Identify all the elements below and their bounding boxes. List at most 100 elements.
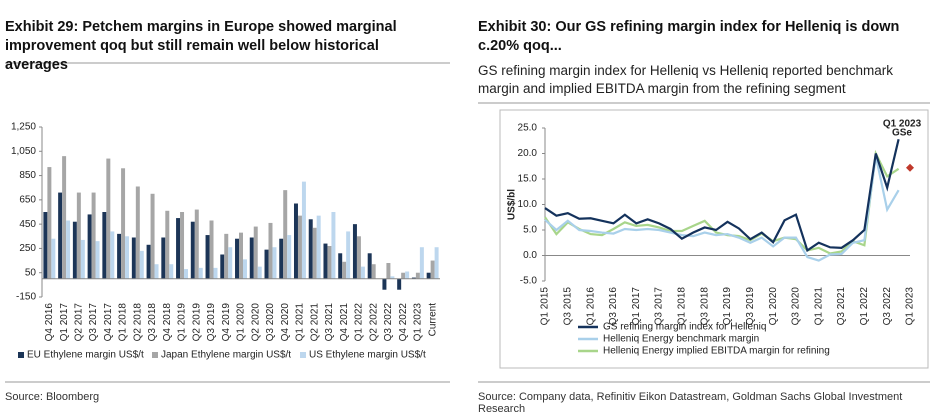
x-tick-label: Q3 2016 <box>608 287 619 326</box>
line <box>544 155 900 262</box>
line <box>544 149 900 255</box>
x-tick-label: Q3 2018 <box>699 287 710 326</box>
bar <box>198 267 203 279</box>
bar <box>131 237 136 279</box>
bar <box>213 267 218 279</box>
x-tick-label: Q1 2018 <box>118 303 129 342</box>
x-tick-label: Q1 2018 <box>677 287 688 326</box>
x-tick-label: Q4 2018 <box>162 303 173 342</box>
bar <box>47 167 52 279</box>
x-tick-label: Q1 2017 <box>631 287 642 326</box>
bar <box>386 263 391 279</box>
bar <box>239 232 243 279</box>
bar <box>405 271 410 279</box>
bar <box>283 190 288 279</box>
x-tick-label: Q1 2023 <box>905 287 916 326</box>
chart-subtitle: GS refining margin index for Helleniq vs… <box>478 63 893 96</box>
bar <box>205 235 210 279</box>
source: Source: Bloomberg <box>5 391 100 403</box>
bar <box>264 249 269 279</box>
bar <box>346 231 351 279</box>
bar <box>415 272 420 279</box>
bar <box>434 247 439 279</box>
y-axis-label: US$/bl <box>507 189 518 220</box>
y-tick-label: 1,250 <box>11 122 36 133</box>
y-tick-label: 0.0 <box>523 250 537 261</box>
line <box>544 138 900 253</box>
bar <box>87 214 92 279</box>
x-tick-label: Q1 2023 <box>413 303 424 342</box>
bar <box>382 278 387 290</box>
y-tick-label: 10.0 <box>518 199 538 210</box>
bar <box>308 219 313 279</box>
bar <box>106 158 111 279</box>
bar <box>95 241 100 279</box>
bar <box>287 235 292 279</box>
bar <box>209 220 214 279</box>
plot-frame <box>499 109 929 369</box>
x-tick-label: Q1 2019 <box>177 303 188 342</box>
bar <box>176 218 181 279</box>
bar <box>430 260 435 279</box>
bar <box>194 209 199 279</box>
bar <box>51 238 56 279</box>
bar <box>165 210 170 279</box>
x-tick-label: Q1 2020 <box>768 287 779 326</box>
legend-label: EU Ethylene margin US$/t <box>27 350 144 361</box>
bar <box>62 156 67 279</box>
x-tick-label: Q3 2018 <box>147 303 158 342</box>
y-tick-label: -5.0 <box>520 276 538 287</box>
bar <box>224 233 229 279</box>
bar <box>125 236 130 279</box>
estimate-marker <box>906 163 914 172</box>
x-tick-label: Q3 2017 <box>88 303 99 342</box>
bar <box>161 237 166 279</box>
x-tick-label: Q3 2017 <box>654 287 665 326</box>
annotation: GSe <box>892 128 912 139</box>
bar <box>135 186 140 279</box>
x-tick-label: Q1 2017 <box>59 303 70 342</box>
bar <box>102 212 107 279</box>
bar <box>150 193 155 279</box>
y-tick-label: -150 <box>16 292 36 303</box>
bar <box>235 238 240 279</box>
chart-title: Exhibit 29: Petchem margins in Europe sh… <box>5 19 397 73</box>
y-tick-label: 450 <box>19 219 36 230</box>
legend-swatch <box>18 352 24 358</box>
bar <box>312 227 317 279</box>
bar <box>121 168 126 279</box>
legend-label: GS refining margin index for Helleniq <box>603 322 766 333</box>
bar <box>190 221 195 279</box>
bar <box>220 254 225 279</box>
bar <box>426 272 431 279</box>
x-tick-label: Q2 2022 <box>368 303 379 342</box>
y-tick-label: 25.0 <box>518 123 538 134</box>
bar <box>390 276 395 279</box>
x-tick-label: Q2 2020 <box>250 303 261 342</box>
bar <box>360 266 365 279</box>
legend-label: US Ethylene margin US$/t <box>309 350 426 361</box>
bar <box>76 192 81 279</box>
x-tick-label: Current <box>427 303 438 337</box>
source: Source: Company data, Refinitiv Eikon Da… <box>478 391 903 415</box>
bar <box>397 278 402 290</box>
bar <box>419 247 424 279</box>
bar <box>279 238 284 279</box>
x-tick-label: Q1 2021 <box>813 287 824 326</box>
bar <box>139 250 144 279</box>
bar <box>293 203 298 279</box>
bar <box>257 266 262 279</box>
bar <box>356 236 361 279</box>
x-tick-label: Q4 2019 <box>221 303 232 342</box>
x-tick-label: Q2 2018 <box>132 303 143 342</box>
y-tick-label: 15.0 <box>518 174 538 185</box>
bar <box>352 224 357 279</box>
bar <box>316 215 321 279</box>
legend-swatch <box>300 352 306 358</box>
x-tick-label: Q2 2017 <box>73 303 84 342</box>
x-tick-label: Q4 2016 <box>44 303 55 342</box>
chart-title: Exhibit 30: Our GS refining margin index… <box>478 19 900 54</box>
bar <box>72 221 77 279</box>
x-tick-label: Q1 2020 <box>236 303 247 342</box>
x-tick-label: Q1 2016 <box>585 287 596 326</box>
